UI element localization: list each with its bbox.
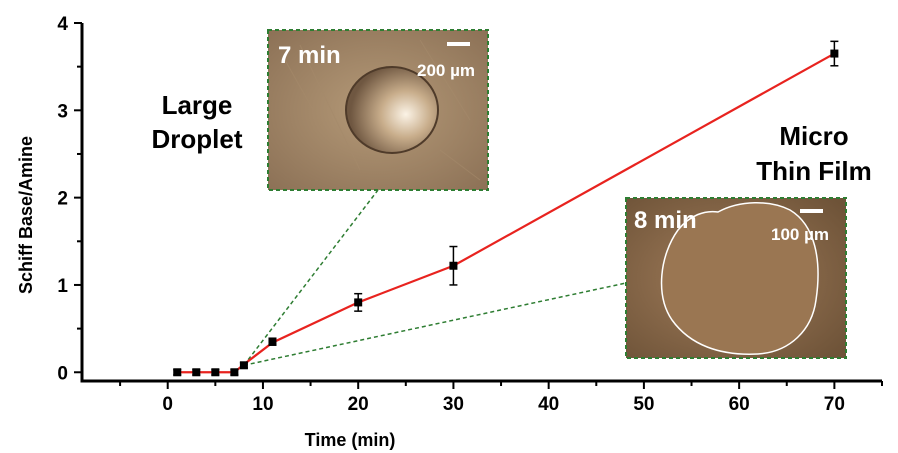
data-point (211, 368, 220, 377)
axes (80, 23, 882, 383)
connector-line-2 (243, 282, 627, 367)
data-point (830, 40, 839, 67)
x-tick-label: 40 (538, 394, 559, 415)
x-tick-label: 60 (729, 394, 750, 415)
point-marker (173, 368, 182, 377)
y-tick-label: 3 (57, 101, 68, 122)
droplet-shape (345, 66, 439, 154)
connector-line-1 (243, 189, 379, 366)
data-point (230, 368, 239, 377)
point-marker (211, 368, 220, 377)
x-axis-title: Time (min) (305, 430, 396, 450)
point-marker (239, 361, 248, 370)
y-tick-label: 0 (57, 363, 68, 384)
y-ticks: 0 1 2 3 4 (57, 14, 82, 384)
annotation-droplet: Droplet (152, 124, 243, 154)
y-tick-label: 2 (57, 189, 68, 210)
x-tick-label: 0 (162, 394, 173, 415)
x-ticks: 0 10 20 30 40 50 60 70 (119, 381, 883, 415)
point-marker (830, 49, 839, 58)
data-point (354, 292, 363, 312)
inset-connector-lines (243, 189, 627, 367)
inset-thin-film: 8 min 100 µm (625, 197, 847, 359)
inset-large-droplet: 7 min 200 µm (267, 29, 489, 191)
inset-1-scale-label: 200 µm (417, 61, 475, 80)
inset-1-border (267, 29, 489, 191)
data-point (192, 368, 201, 377)
film-outline (660, 202, 819, 355)
data-point (449, 245, 458, 286)
annotation-thin-film: Thin Film (756, 156, 872, 186)
x-tick-label: 50 (633, 394, 654, 415)
inset-2-time-label: 8 min (634, 207, 697, 234)
point-marker (230, 368, 239, 377)
point-marker (354, 298, 363, 307)
x-tick-label: 30 (443, 394, 464, 415)
x-tick-label: 70 (824, 394, 845, 415)
x-tick-label: 10 (252, 394, 273, 415)
inset-1-time-label: 7 min (278, 42, 341, 69)
y-axis-title: Schiff Base/Amine (16, 136, 36, 294)
data-point (173, 368, 182, 377)
y-tick-label: 4 (57, 14, 68, 35)
annotation-micro: Micro (779, 121, 848, 151)
point-marker (268, 337, 277, 346)
inset-2-border (625, 197, 847, 359)
data-points (173, 40, 839, 377)
inset-2-scale-label: 100 µm (771, 225, 829, 244)
y-tick-label: 1 (57, 276, 68, 297)
data-point (268, 337, 277, 346)
point-marker (192, 368, 201, 377)
point-marker (449, 261, 458, 270)
x-tick-label: 20 (348, 394, 369, 415)
annotation-large: Large (162, 90, 233, 120)
data-point (239, 361, 248, 370)
